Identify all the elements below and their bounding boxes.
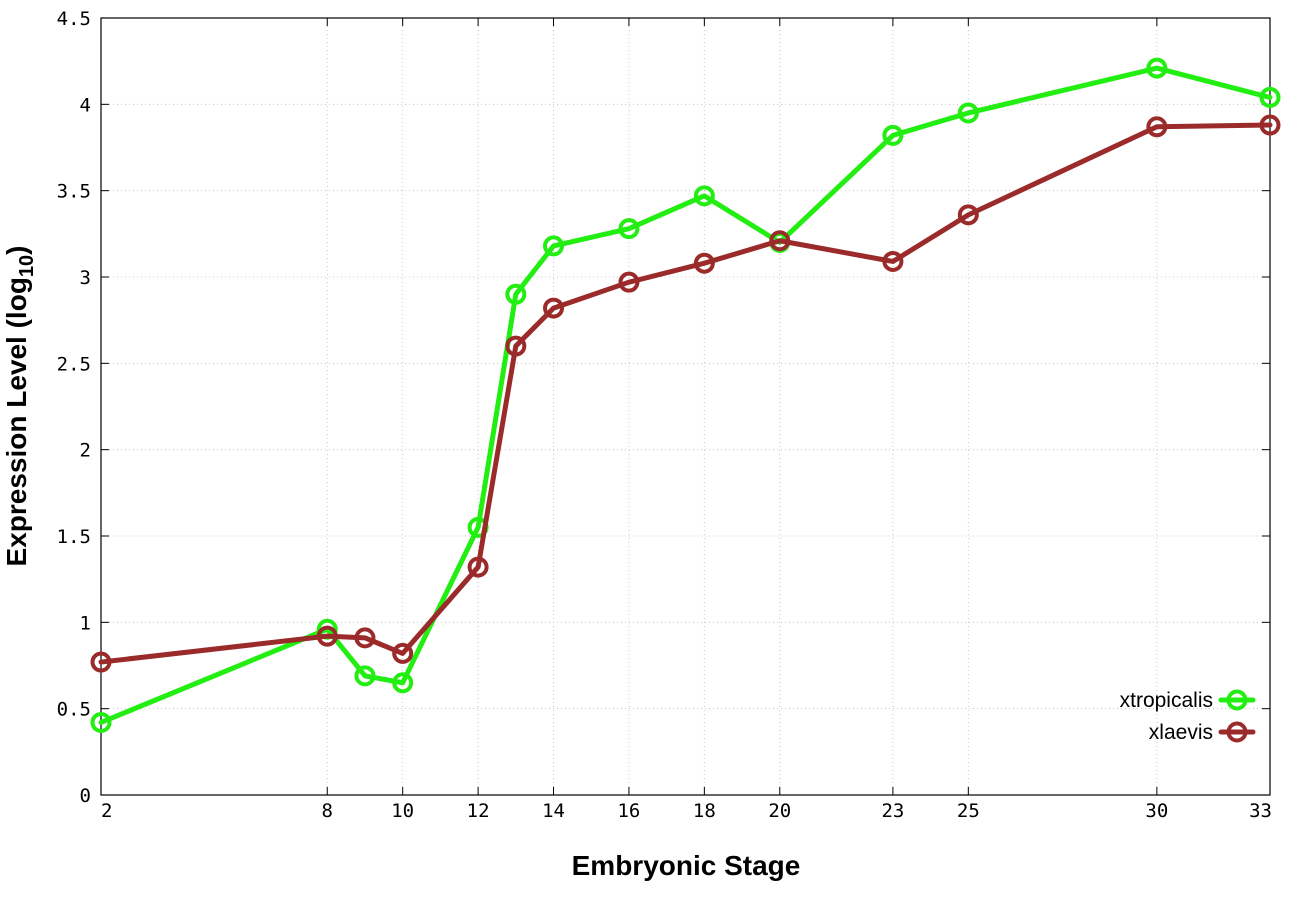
point-xlaevis-8 <box>316 625 338 647</box>
y-axis-title-main: Expression Level (log <box>1 277 32 566</box>
y-tick-label-4: 2 <box>80 440 91 462</box>
point-xlaevis-20 <box>769 230 791 252</box>
y-tick-label-3: 1.5 <box>57 526 91 548</box>
legend-label-xtropicalis: xtropicalis <box>1120 689 1213 712</box>
point-xtropicalis-23 <box>882 124 904 146</box>
point-xtropicalis-33 <box>1259 86 1281 108</box>
point-xtropicalis-14 <box>543 235 565 257</box>
y-tick-label-6: 3 <box>80 267 91 289</box>
x-tick-labels: 2 8 10 12 14 16 18 20 23 25 30 33 <box>101 800 1272 822</box>
y-axis-title-close: ) <box>1 246 32 255</box>
point-xlaevis-25 <box>957 204 979 226</box>
series-xlaevis <box>90 114 1281 673</box>
x-tick-label-20: 20 <box>768 800 791 822</box>
legend-swatch-marker-xtropicalis <box>1226 689 1248 711</box>
point-xlaevis-10 <box>392 642 414 664</box>
x-tick-label-25: 25 <box>957 800 980 822</box>
axis-ticks <box>100 17 1271 796</box>
point-xlaevis-16 <box>618 271 640 293</box>
point-xlaevis-33 <box>1259 114 1281 136</box>
y-axis-title-subscript: 10 <box>16 255 38 277</box>
series-line-xtropicalis <box>98 65 1273 725</box>
point-xtropicalis-2 <box>90 711 112 733</box>
x-tick-label-10: 10 <box>391 800 414 822</box>
point-xlaevis-2 <box>90 651 112 673</box>
series-layer <box>90 57 1281 733</box>
y-tick-label-5: 2.5 <box>57 353 91 375</box>
point-xtropicalis-30 <box>1146 57 1168 79</box>
y-tick-label-1: 0.5 <box>57 699 91 721</box>
x-tick-label-33: 33 <box>1249 800 1272 822</box>
x-tick-label-30: 30 <box>1145 800 1168 822</box>
plot-frame <box>100 17 1271 796</box>
y-tick-label-7: 3.5 <box>57 181 91 203</box>
x-tick-label-16: 16 <box>617 800 640 822</box>
x-tick-label-18: 18 <box>693 800 716 822</box>
point-xlaevis-30 <box>1146 116 1168 138</box>
legend-label-xlaevis: xlaevis <box>1149 721 1213 744</box>
legend: xtropicalis xlaevis <box>1120 689 1256 744</box>
point-xtropicalis-9 <box>354 665 376 687</box>
x-tick-label-12: 12 <box>467 800 490 822</box>
y-tick-label-8: 4 <box>80 94 91 116</box>
point-xtropicalis-10 <box>392 672 414 694</box>
x-tick-label-8: 8 <box>322 800 333 822</box>
point-xlaevis-23 <box>882 250 904 272</box>
grid-lines <box>101 18 1270 795</box>
point-xtropicalis-13 <box>505 283 527 305</box>
x-axis-title: Embryonic Stage <box>572 850 801 881</box>
legend-swatch-marker-xlaevis <box>1226 721 1248 743</box>
x-tick-label-23: 23 <box>881 800 904 822</box>
y-tick-label-0: 0 <box>80 785 91 807</box>
point-xtropicalis-16 <box>618 218 640 240</box>
point-xlaevis-14 <box>543 297 565 319</box>
y-axis-title: Expression Level (log10) <box>1 246 38 567</box>
x-tick-label-14: 14 <box>542 800 565 822</box>
point-xlaevis-18 <box>693 252 715 274</box>
point-xtropicalis-25 <box>957 102 979 124</box>
y-tick-label-2: 1 <box>80 612 91 634</box>
x-tick-label-2: 2 <box>101 800 112 822</box>
point-xlaevis-9 <box>354 627 376 649</box>
point-xlaevis-13 <box>505 335 527 357</box>
series-xtropicalis <box>90 57 1281 733</box>
point-xlaevis-12 <box>467 556 489 578</box>
y-tick-labels: 0 0.5 1 1.5 2 2.5 3 3.5 4 4.5 <box>57 8 91 807</box>
y-tick-label-9: 4.5 <box>57 8 91 30</box>
point-xtropicalis-18 <box>693 185 715 207</box>
